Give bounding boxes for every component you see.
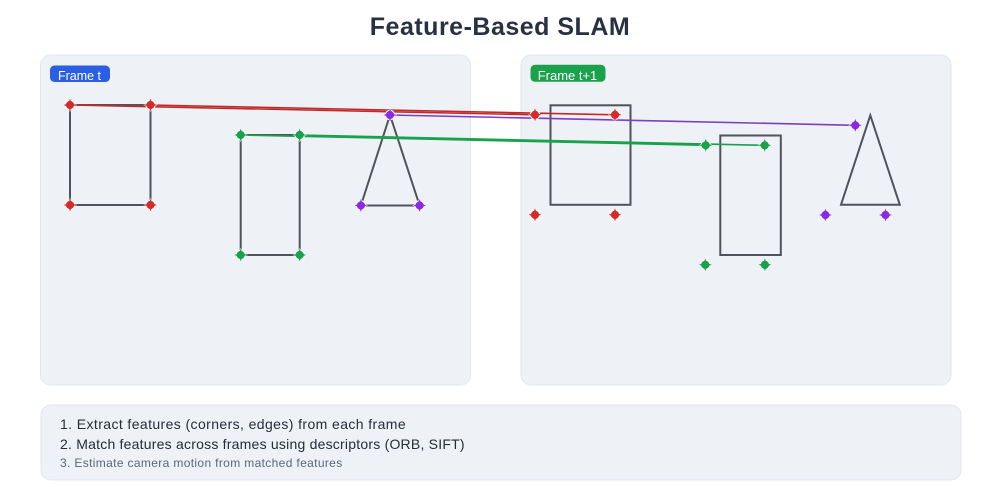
svg-text:Frame t: Frame t — [58, 69, 102, 83]
svg-text:Frame t+1: Frame t+1 — [538, 68, 598, 83]
